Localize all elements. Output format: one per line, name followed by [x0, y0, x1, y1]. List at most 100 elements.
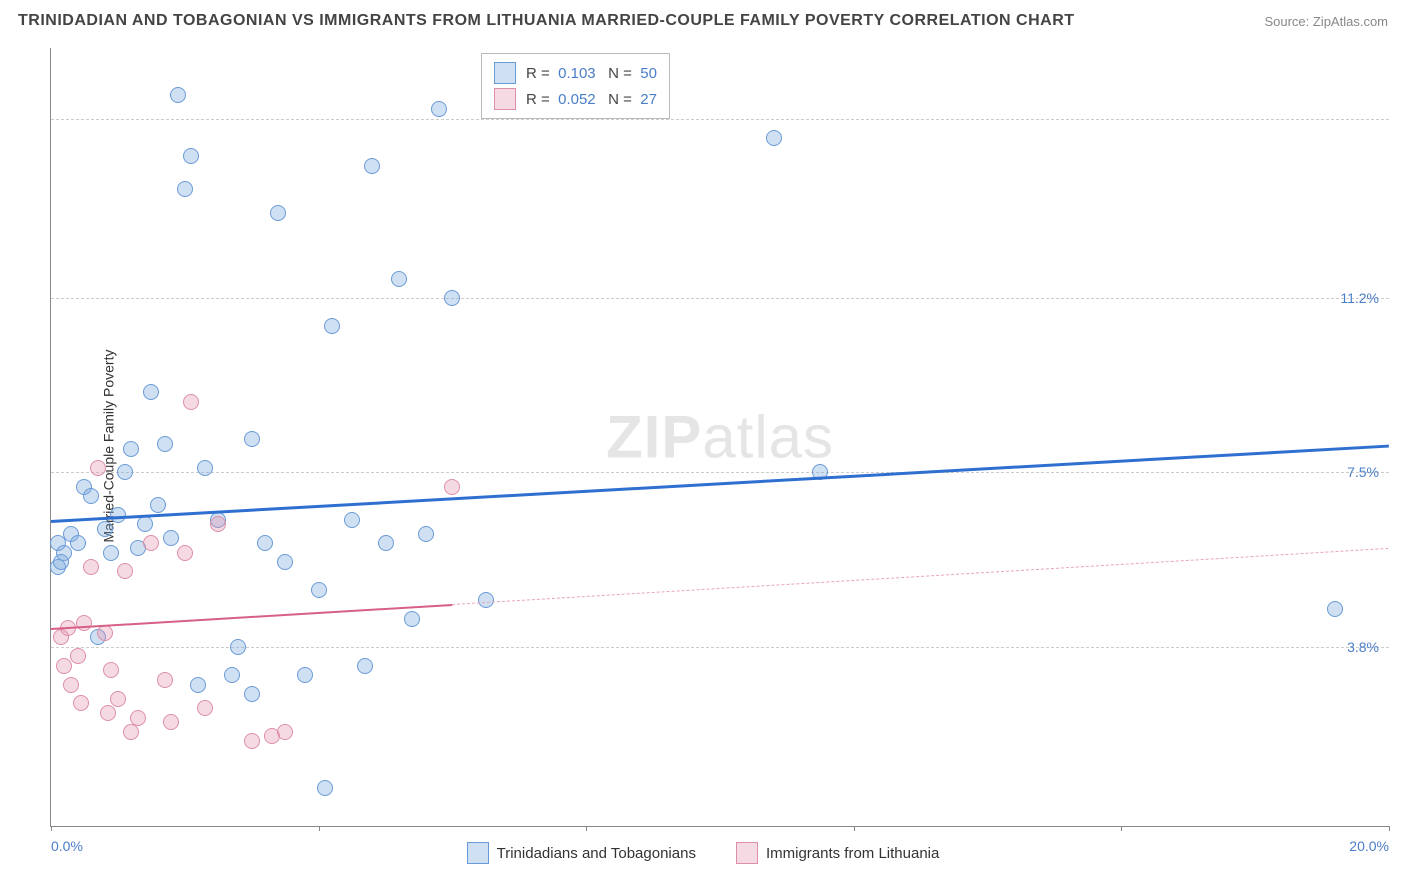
scatter-point [103, 545, 119, 561]
scatter-point [163, 530, 179, 546]
title-bar: TRINIDADIAN AND TOBAGONIAN VS IMMIGRANTS… [18, 12, 1388, 30]
x-tick-mark [854, 826, 855, 831]
r-label: R = [526, 91, 550, 108]
scatter-point [378, 535, 394, 551]
n-value-1: 50 [640, 65, 657, 82]
scatter-point [444, 290, 460, 306]
scatter-point [277, 724, 293, 740]
scatter-point [297, 667, 313, 683]
scatter-point [117, 563, 133, 579]
scatter-point [190, 677, 206, 693]
y-tick-label: 7.5% [1347, 464, 1379, 480]
chart-title: TRINIDADIAN AND TOBAGONIAN VS IMMIGRANTS… [18, 12, 1075, 30]
scatter-point [63, 677, 79, 693]
scatter-point [83, 559, 99, 575]
x-tick-mark [51, 826, 52, 831]
gridline [51, 119, 1389, 120]
r-label: R = [526, 65, 550, 82]
scatter-point [117, 464, 133, 480]
scatter-point [766, 130, 782, 146]
gridline [51, 298, 1389, 299]
scatter-point [418, 526, 434, 542]
scatter-point [257, 535, 273, 551]
scatter-point [197, 700, 213, 716]
source-attribution: Source: ZipAtlas.com [1264, 14, 1388, 29]
x-tick-mark [1389, 826, 1390, 831]
trend-line [51, 604, 453, 630]
scatter-point [76, 615, 92, 631]
scatter-point [230, 639, 246, 655]
scatter-point [157, 436, 173, 452]
scatter-point [177, 545, 193, 561]
scatter-point [1327, 601, 1343, 617]
scatter-point [123, 724, 139, 740]
scatter-point [83, 488, 99, 504]
scatter-point [130, 710, 146, 726]
bottom-swatch-1 [467, 842, 489, 864]
bottom-swatch-2 [736, 842, 758, 864]
scatter-point [90, 460, 106, 476]
scatter-point [344, 512, 360, 528]
x-tick-mark [319, 826, 320, 831]
n-value-2: 27 [640, 91, 657, 108]
scatter-point [311, 582, 327, 598]
bottom-legend-item-2: Immigrants from Lithuania [736, 842, 939, 864]
correlation-legend: R = 0.103 N = 50 R = 0.052 N = 27 [481, 53, 670, 119]
legend-swatch-series1 [494, 62, 516, 84]
gridline [51, 472, 1389, 473]
scatter-point [431, 101, 447, 117]
n-label: N = [608, 91, 632, 108]
scatter-point [70, 535, 86, 551]
bottom-legend: Trinidadians and Tobagonians Immigrants … [0, 842, 1406, 864]
bottom-legend-item-1: Trinidadians and Tobagonians [467, 842, 696, 864]
legend-swatch-series2 [494, 88, 516, 110]
scatter-point [137, 516, 153, 532]
scatter-point [317, 780, 333, 796]
scatter-point [270, 205, 286, 221]
scatter-point [244, 686, 260, 702]
scatter-point [143, 384, 159, 400]
legend-row-series1: R = 0.103 N = 50 [494, 60, 657, 86]
y-tick-label: 11.2% [1340, 290, 1379, 306]
watermark-rest: atlas [702, 404, 834, 471]
scatter-point [444, 479, 460, 495]
scatter-point [357, 658, 373, 674]
scatter-point [183, 148, 199, 164]
n-label: N = [608, 65, 632, 82]
scatter-point [391, 271, 407, 287]
gridline [51, 647, 1389, 648]
scatter-point [150, 497, 166, 513]
watermark: ZIPatlas [606, 403, 834, 472]
watermark-bold: ZIP [606, 404, 702, 471]
scatter-point [110, 691, 126, 707]
bottom-legend-label-1: Trinidadians and Tobagonians [497, 845, 696, 862]
scatter-point [100, 705, 116, 721]
scatter-point [478, 592, 494, 608]
y-tick-label: 3.8% [1347, 639, 1379, 655]
legend-text-series1: R = 0.103 N = 50 [526, 65, 657, 82]
scatter-point [177, 181, 193, 197]
scatter-point [103, 662, 119, 678]
scatter-point [277, 554, 293, 570]
scatter-point [364, 158, 380, 174]
scatter-point [163, 714, 179, 730]
scatter-point [183, 394, 199, 410]
r-value-1: 0.103 [558, 65, 596, 82]
x-tick-mark [586, 826, 587, 831]
scatter-point [210, 516, 226, 532]
scatter-point [97, 521, 113, 537]
scatter-point [224, 667, 240, 683]
scatter-point [143, 535, 159, 551]
trend-line [51, 444, 1389, 522]
scatter-point [197, 460, 213, 476]
legend-text-series2: R = 0.052 N = 27 [526, 91, 657, 108]
scatter-point [53, 554, 69, 570]
trend-line [452, 548, 1389, 605]
scatter-point [244, 431, 260, 447]
scatter-point [110, 507, 126, 523]
r-value-2: 0.052 [558, 91, 596, 108]
x-tick-mark [1121, 826, 1122, 831]
scatter-point [123, 441, 139, 457]
scatter-point [157, 672, 173, 688]
scatter-point [244, 733, 260, 749]
